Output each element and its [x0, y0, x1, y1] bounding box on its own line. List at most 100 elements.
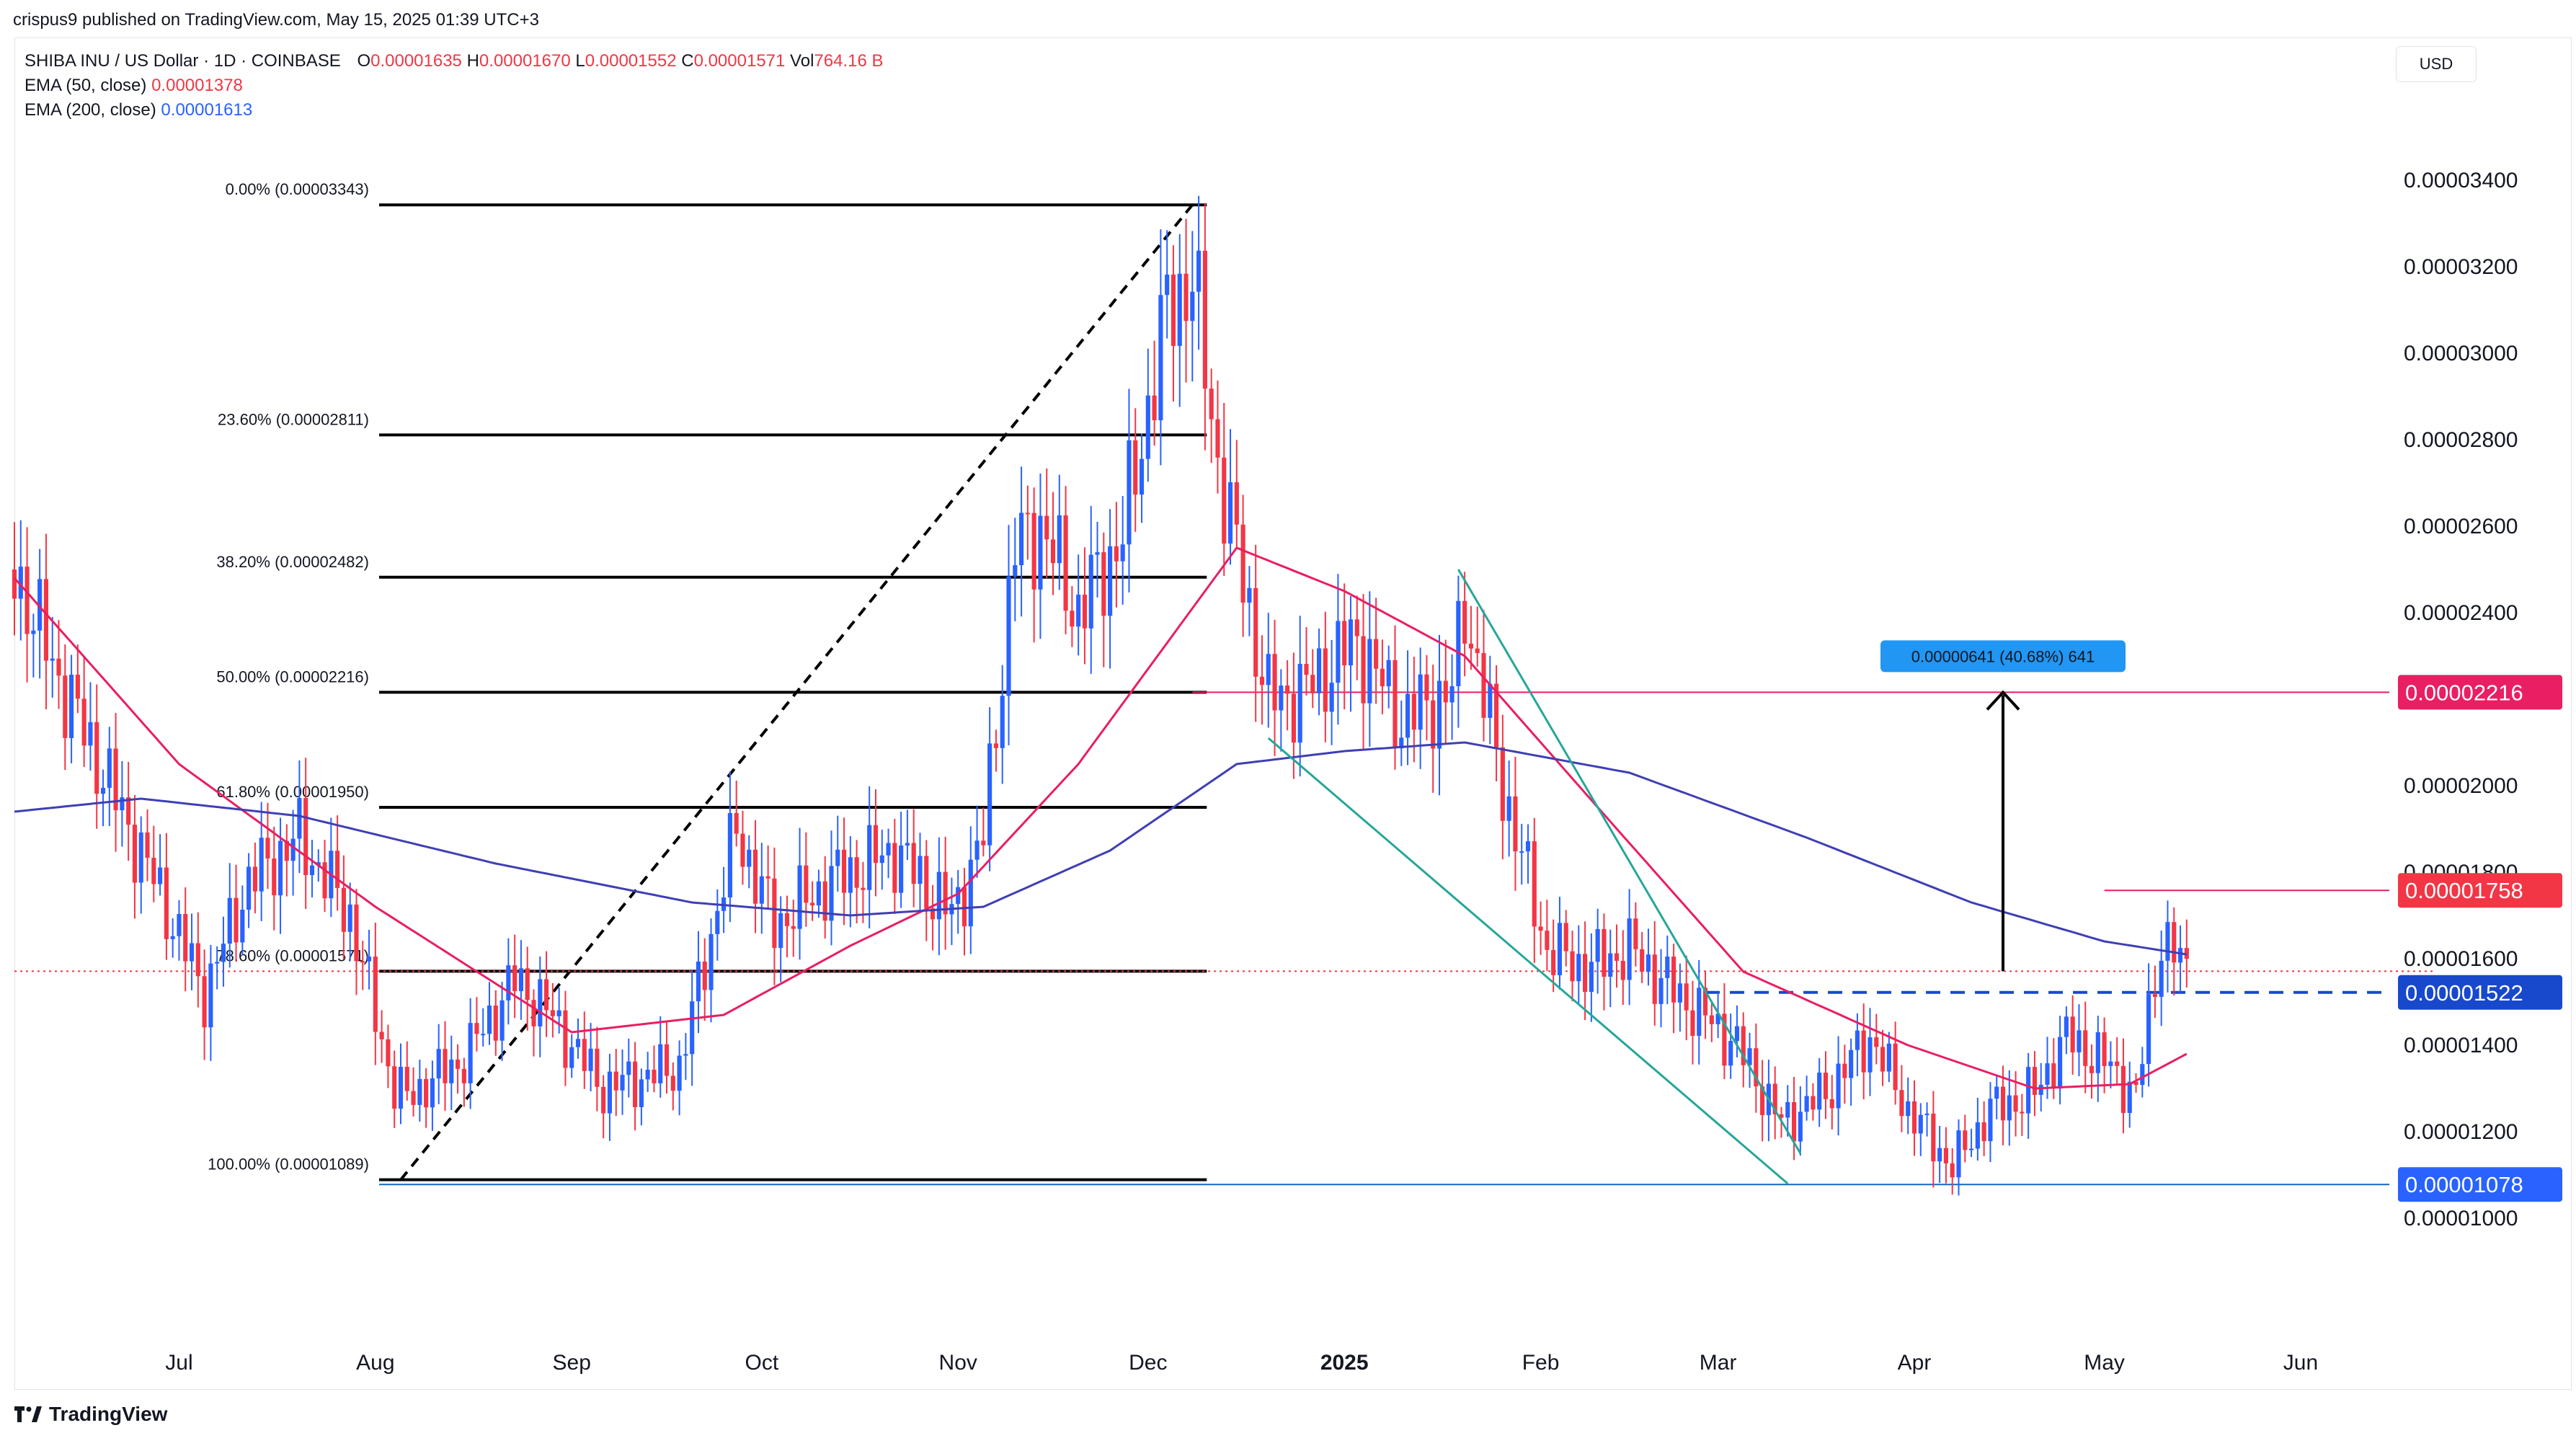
candle	[727, 771, 732, 923]
candle	[1405, 650, 1411, 766]
candle-body	[652, 1070, 657, 1083]
publisher-line: crispus9 published on TradingView.com, M…	[13, 10, 539, 30]
candle-body	[2083, 1030, 2088, 1066]
candle	[455, 1044, 461, 1094]
candle-body	[2045, 1063, 2050, 1085]
candle-body	[1791, 1101, 1797, 1142]
candle-body	[202, 976, 207, 1028]
candle	[1481, 610, 1486, 742]
candle	[2165, 900, 2170, 993]
candle-body	[151, 857, 156, 884]
candle-body	[1886, 1043, 1891, 1072]
y-tick-label: 0.00001400	[2404, 1034, 2518, 1057]
candle	[512, 934, 518, 1019]
candle	[1906, 1077, 1911, 1135]
legend-ema50-row[interactable]: EMA (50, close) 0.00001378	[25, 74, 884, 98]
candle-body	[538, 979, 543, 1026]
candle-body	[107, 748, 112, 788]
candle-body	[1684, 983, 1689, 1011]
candle	[1044, 469, 1049, 579]
candle-body	[138, 832, 143, 883]
x-tick-label: Nov	[939, 1351, 977, 1375]
candle-body	[1608, 953, 1613, 977]
candle	[468, 998, 473, 1109]
legend-ema200-row[interactable]: EMA (200, close) 0.00001613	[25, 98, 884, 123]
legend-ema200-label: EMA (200, close)	[25, 100, 156, 120]
candle-body	[1665, 957, 1670, 978]
candle	[335, 815, 340, 911]
candle	[715, 889, 720, 961]
candle	[2007, 1070, 2012, 1146]
legend-ohlc-row[interactable]: SHIBA INU / US Dollar · 1D · COINBASE O0…	[25, 49, 884, 74]
candle	[1506, 760, 1511, 857]
candle-body	[252, 866, 257, 892]
candle-body	[12, 569, 17, 599]
candle-body	[1798, 1112, 1803, 1142]
candle-body	[993, 743, 999, 748]
candle-body	[861, 887, 866, 890]
candle	[1836, 1036, 1841, 1136]
y-tick-label: 0.00003400	[2404, 169, 2518, 192]
price-tag-bg	[2398, 975, 2562, 1010]
candle	[164, 833, 169, 960]
candle	[968, 826, 973, 954]
candle-body	[1583, 954, 1588, 993]
candle	[2026, 1052, 2031, 1139]
candle	[411, 1067, 416, 1117]
candle	[1563, 910, 1568, 967]
candle	[81, 657, 86, 768]
x-tick-label: Mar	[1700, 1351, 1737, 1375]
candle-body	[1652, 954, 1657, 1004]
candle	[1886, 1032, 1891, 1083]
candle-body	[1772, 1083, 1777, 1114]
candle	[1741, 1012, 1746, 1088]
candle-body	[664, 1044, 670, 1076]
candle	[1399, 700, 1404, 766]
candle-body	[265, 838, 270, 859]
x-tick-label: Feb	[1522, 1351, 1560, 1375]
candle	[265, 802, 270, 889]
candle-body	[1342, 621, 1347, 666]
currency-button[interactable]: USD	[2396, 46, 2477, 82]
candle	[1418, 647, 1423, 769]
candle	[2127, 1061, 2132, 1128]
candle	[797, 828, 802, 960]
candle	[247, 853, 252, 928]
candle-body	[575, 1039, 581, 1047]
candle	[56, 620, 61, 709]
candle-body	[1811, 1096, 1816, 1110]
candle-body	[1836, 1063, 1841, 1109]
candle	[2032, 1051, 2038, 1117]
price-tag-label: 0.00002216	[2405, 680, 2523, 705]
candle-body	[1133, 440, 1138, 495]
candle-body	[1158, 295, 1163, 421]
candle	[892, 818, 897, 915]
candle-body	[892, 843, 897, 893]
candle	[1576, 925, 1581, 1006]
ema50-line	[13, 546, 2188, 1090]
candle	[386, 1024, 391, 1088]
candle	[1367, 591, 1372, 747]
candle-body	[784, 913, 790, 926]
candle	[721, 866, 727, 933]
footer-brand[interactable]: TradingView	[14, 1403, 167, 1426]
candle-body	[2115, 1061, 2120, 1066]
candle-body	[1120, 544, 1125, 562]
candle-body	[1234, 482, 1239, 525]
candle	[2051, 1038, 2056, 1099]
candle	[404, 1041, 409, 1101]
candle-body	[398, 1066, 404, 1109]
candle	[1152, 340, 1157, 446]
candle-body	[1050, 539, 1056, 564]
price-tag-label: 0.00001078	[2405, 1172, 2523, 1197]
candle-body	[1760, 1086, 1765, 1115]
candle	[303, 758, 308, 910]
candle	[1070, 585, 1075, 647]
candle-body	[240, 909, 245, 943]
x-tick-label: Jun	[2283, 1351, 2318, 1375]
candle-body	[569, 1047, 574, 1068]
candle-body	[1715, 1013, 1720, 1024]
candle-body	[810, 902, 815, 906]
candle-body	[1924, 1113, 1929, 1115]
